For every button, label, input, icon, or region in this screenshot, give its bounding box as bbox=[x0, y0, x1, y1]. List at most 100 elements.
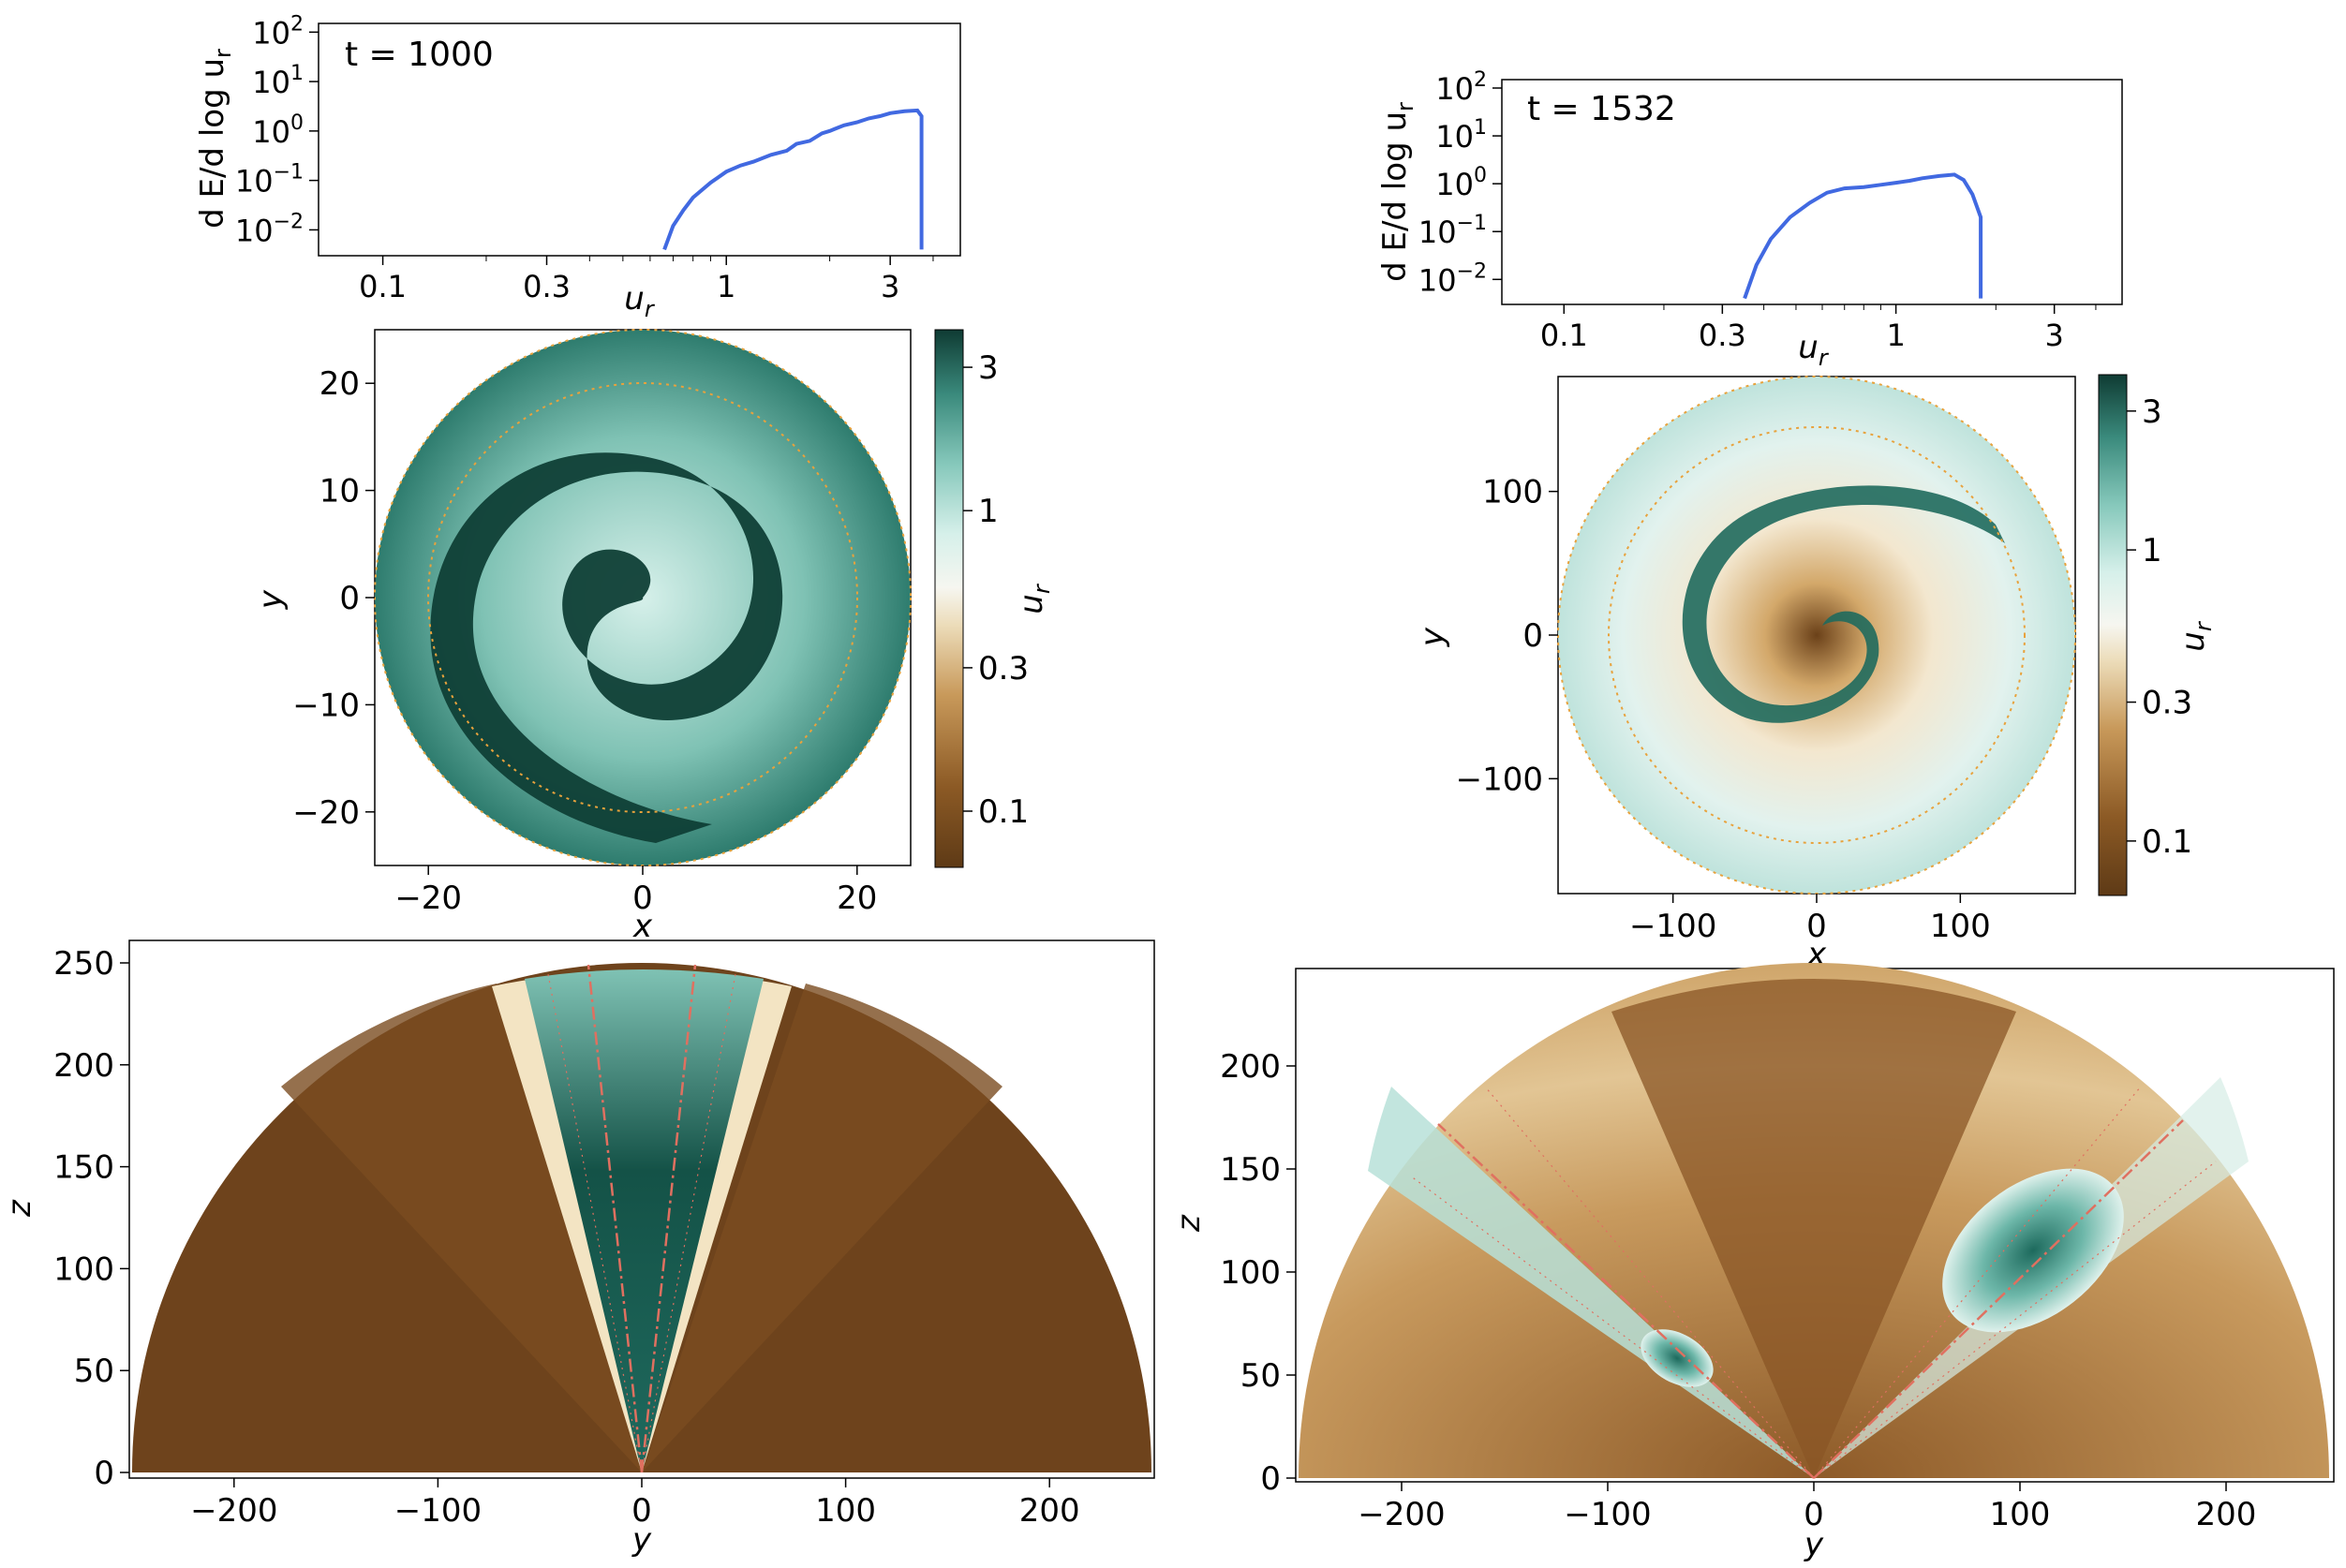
wedge-right-ytick-label: 0 bbox=[1260, 1460, 1281, 1498]
wedge-left-jet-line-a bbox=[586, 964, 644, 1473]
wedge-left-ytick-label: 150 bbox=[53, 1149, 114, 1187]
wedge-right-xtick-label: −200 bbox=[1358, 1496, 1445, 1533]
wedge-left-xtick-label: 100 bbox=[815, 1492, 876, 1530]
wedge-right-jet-edge-b bbox=[1409, 1175, 1815, 1479]
spectrum-left-xtick-label: 3 bbox=[881, 269, 899, 304]
wedge-right-xtick-label: 100 bbox=[1990, 1496, 2051, 1533]
spiral-left-ytick-label: 20 bbox=[319, 365, 360, 403]
wedge-right-ylabel: z bbox=[1170, 1214, 1208, 1233]
spiral-right-ytick-label: 100 bbox=[1482, 474, 1543, 511]
spectrum-right-xlabel: ur bbox=[1798, 329, 1830, 371]
spiral-right-xtick-label: 100 bbox=[1930, 908, 1991, 945]
spiral-left-panel: −20 0 20 −20 −10 0 10 20 x y bbox=[252, 329, 912, 945]
spiral-right-xtick-label: −100 bbox=[1629, 908, 1716, 945]
colorbar-right-ticks: 0.1 0.3 1 3 bbox=[2127, 393, 2192, 861]
spiral-left-xlabel: x bbox=[632, 908, 653, 945]
wedge-right-ticks: −200 0 100 200 −100 0 50 100 150 200 bbox=[1220, 1048, 2256, 1533]
colorbar-left: 0.1 0.3 1 3 ur bbox=[934, 329, 1055, 868]
colorbar-left-tick-label: 0.3 bbox=[978, 650, 1029, 688]
spectrum-left-time: t = 1000 bbox=[345, 36, 494, 74]
wedge-right-blob-right bbox=[1942, 1168, 2124, 1333]
spectrum-left-line bbox=[662, 108, 924, 251]
wedge-left-ticks: −200 −100 0 100 200 0 50 100 150 200 250 bbox=[53, 945, 1080, 1530]
spiral-left-ticks: −20 0 20 −20 −10 0 10 20 bbox=[292, 365, 877, 917]
wedge-left-shade bbox=[281, 984, 642, 1472]
wedge-left-jet bbox=[525, 969, 764, 1472]
spectrum-left-xtick-label: 0.1 bbox=[359, 269, 407, 304]
spiral-right-xtick-label: 0 bbox=[1806, 908, 1827, 945]
spiral-left-ylabel: y bbox=[252, 589, 290, 610]
spectrum-right-panel: t = 1532 0.1 0.3 1 3 10−2 10−1 100 101 102 d E/d… bbox=[1376, 68, 2123, 371]
spectrum-left-xtick-label: 0.3 bbox=[523, 269, 571, 304]
spectrum-right-time: t = 1532 bbox=[1527, 90, 1676, 128]
spiral-right-ticks: −100 0 100 −100 0 100 bbox=[1456, 474, 1991, 945]
spectrum-right-ytick-label: 101 bbox=[1435, 116, 1487, 155]
spectrum-right-xtick-label: 0.3 bbox=[1699, 318, 1746, 353]
wedge-left-ytick-label: 100 bbox=[53, 1250, 114, 1288]
wedge-right-jet-line-b bbox=[1813, 1119, 2184, 1479]
spectrum-left-xlabel: ur bbox=[624, 280, 656, 322]
wedge-right-xlabel: y bbox=[1804, 1526, 1824, 1563]
spiral-left-arm bbox=[430, 452, 783, 843]
wedge-right-ytick-label: 100 bbox=[1220, 1254, 1281, 1292]
spiral-right-disk bbox=[1558, 377, 2075, 894]
spectrum-left-ticks: 0.1 0.3 1 3 10−2 10−1 100 101 102 bbox=[235, 12, 934, 304]
spectrum-left-ytick-label: 10−1 bbox=[235, 161, 304, 200]
wedge-right-jet-line-a bbox=[1437, 1123, 1815, 1479]
wedge-right-blob-left bbox=[1641, 1329, 1714, 1387]
wedge-left-shade2 bbox=[642, 984, 1002, 1472]
spiral-left-xtick-label: 0 bbox=[632, 880, 653, 917]
spectrum-right-ytick-label: 10−2 bbox=[1418, 259, 1487, 298]
wedge-right-jet-edge-d bbox=[1813, 1161, 2217, 1479]
spectrum-right-ylabel: d E/d log ur bbox=[1376, 102, 1418, 282]
wedge-right-xtick-label: 200 bbox=[2196, 1496, 2257, 1533]
wedge-right-xtick-label: 0 bbox=[1804, 1496, 1824, 1533]
spectrum-right-xtick-label: 0.1 bbox=[1540, 318, 1588, 353]
spectrum-left-panel: t = 1000 0.1 0.3 1 3 10−2 10−1 100 101 102 d E/d… bbox=[194, 12, 961, 322]
colorbar-right-tick-label: 3 bbox=[2142, 393, 2162, 431]
colorbar-left-label: ur bbox=[1013, 583, 1055, 614]
spectrum-left-frame bbox=[318, 22, 961, 257]
spiral-right-ytick-label: −100 bbox=[1456, 761, 1543, 798]
colorbar-left-bar bbox=[934, 329, 964, 868]
wedge-left-xtick-label: −100 bbox=[394, 1492, 482, 1530]
wedge-left-xtick-label: 0 bbox=[631, 1492, 652, 1530]
colorbar-right-bar bbox=[2098, 374, 2128, 896]
spectrum-right-line bbox=[1743, 172, 1983, 300]
colorbar-left-tick-label: 0.1 bbox=[978, 793, 1029, 831]
wedge-right-panel: −200 0 100 200 −100 0 50 100 150 200 y z bbox=[1170, 963, 2335, 1563]
spectrum-right-ytick-label: 102 bbox=[1435, 68, 1487, 107]
spectrum-right-ytick-label: 10−1 bbox=[1418, 212, 1487, 250]
wedge-right-ytick-label: 200 bbox=[1220, 1048, 1281, 1086]
spiral-left-xtick-label: −20 bbox=[394, 880, 462, 917]
wedge-right-dark-cone bbox=[1611, 979, 2016, 1478]
colorbar-left-ticks: 0.1 0.3 1 3 bbox=[963, 349, 1029, 831]
wedge-right-xtick-label: −100 bbox=[1564, 1496, 1651, 1533]
spiral-right-arm bbox=[1682, 485, 2005, 723]
colorbar-left-tick-label: 1 bbox=[978, 493, 999, 530]
wedge-right-ytick-label: 50 bbox=[1240, 1357, 1281, 1395]
wedge-left-ytick-label: 200 bbox=[53, 1047, 114, 1085]
wedge-left-ylabel: z bbox=[1, 1199, 38, 1218]
spectrum-left-ytick-label: 100 bbox=[252, 111, 304, 150]
wedge-left-xlabel: y bbox=[631, 1521, 652, 1559]
spiral-right-ytick-label: 0 bbox=[1522, 617, 1543, 655]
spiral-left-ytick-label: 0 bbox=[339, 580, 360, 617]
wedge-left-ytick-label: 50 bbox=[74, 1353, 114, 1390]
spiral-left-ytick-label: −10 bbox=[292, 687, 360, 724]
spectrum-right-frame bbox=[1501, 79, 2123, 305]
colorbar-right-tick-label: 0.1 bbox=[2142, 823, 2192, 861]
spectrum-right-ytick-label: 100 bbox=[1435, 164, 1487, 202]
colorbar-right: 0.1 0.3 1 3 ur bbox=[2098, 374, 2217, 896]
spiral-right-inner-circle bbox=[1608, 426, 2026, 844]
spectrum-left-ytick-label: 10−2 bbox=[235, 210, 304, 248]
wedge-left-ytick-label: 0 bbox=[94, 1455, 114, 1492]
spectrum-left-ytick-label: 101 bbox=[252, 62, 304, 100]
spiral-left-ytick-label: −20 bbox=[292, 794, 360, 832]
spectrum-right-xtick-label: 3 bbox=[2044, 318, 2063, 353]
spectrum-right-ticks: 0.1 0.3 1 3 10−2 10−1 100 101 102 bbox=[1418, 68, 2097, 353]
wedge-left-panel: −200 −100 0 100 200 0 50 100 150 200 250 y z bbox=[1, 939, 1155, 1559]
spiral-left-ytick-label: 10 bbox=[319, 473, 360, 510]
spectrum-left-xtick-label: 1 bbox=[717, 269, 735, 304]
